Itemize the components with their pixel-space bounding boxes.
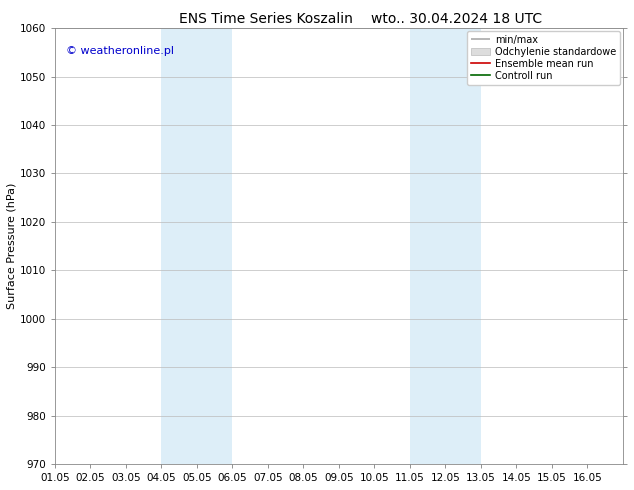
Bar — [410, 28, 481, 464]
Bar — [162, 28, 233, 464]
Text: © weatheronline.pl: © weatheronline.pl — [67, 46, 174, 55]
Text: wto.. 30.04.2024 18 UTC: wto.. 30.04.2024 18 UTC — [371, 12, 542, 26]
Legend: min/max, Odchylenie standardowe, Ensemble mean run, Controll run: min/max, Odchylenie standardowe, Ensembl… — [467, 31, 620, 85]
Text: ENS Time Series Koszalin: ENS Time Series Koszalin — [179, 12, 353, 26]
Y-axis label: Surface Pressure (hPa): Surface Pressure (hPa) — [7, 183, 17, 309]
